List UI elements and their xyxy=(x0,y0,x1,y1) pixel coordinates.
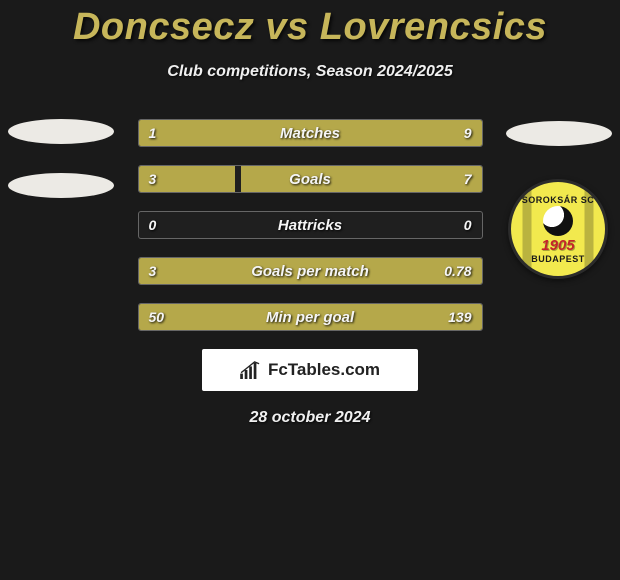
bar-chart-icon xyxy=(240,361,262,379)
watermark-text: FcTables.com xyxy=(268,360,380,380)
subtitle: Club competitions, Season 2024/2025 xyxy=(0,63,620,81)
stat-row: 19Matches xyxy=(138,119,483,147)
badge-text-top: SOROKSÁR SC xyxy=(522,195,595,205)
stat-label: Min per goal xyxy=(139,304,482,330)
club-badge-right: SOROKSÁR SC 1905 BUDAPEST xyxy=(508,179,608,279)
stat-label: Matches xyxy=(139,120,482,146)
player-left-avatar-2 xyxy=(8,173,114,198)
stat-row: 50139Min per goal xyxy=(138,303,483,331)
stat-row: 37Goals xyxy=(138,165,483,193)
stat-label: Goals per match xyxy=(139,258,482,284)
player-right-avatar-1 xyxy=(506,121,612,146)
stat-row: 00Hattricks xyxy=(138,211,483,239)
stat-row: 30.78Goals per match xyxy=(138,257,483,285)
player-left-avatar-1 xyxy=(8,119,114,144)
stat-label: Goals xyxy=(139,166,482,192)
stats-area: SOROKSÁR SC 1905 BUDAPEST 19Matches 37Goa… xyxy=(0,119,620,331)
page-title: Doncsecz vs Lovrencsics xyxy=(0,0,620,49)
date-label: 28 october 2024 xyxy=(0,409,620,427)
watermark: FcTables.com xyxy=(202,349,418,391)
stat-label: Hattricks xyxy=(139,212,482,238)
badge-text-bot: BUDAPEST xyxy=(531,254,585,264)
soccer-ball-icon xyxy=(543,206,573,236)
badge-year: 1905 xyxy=(541,237,574,254)
